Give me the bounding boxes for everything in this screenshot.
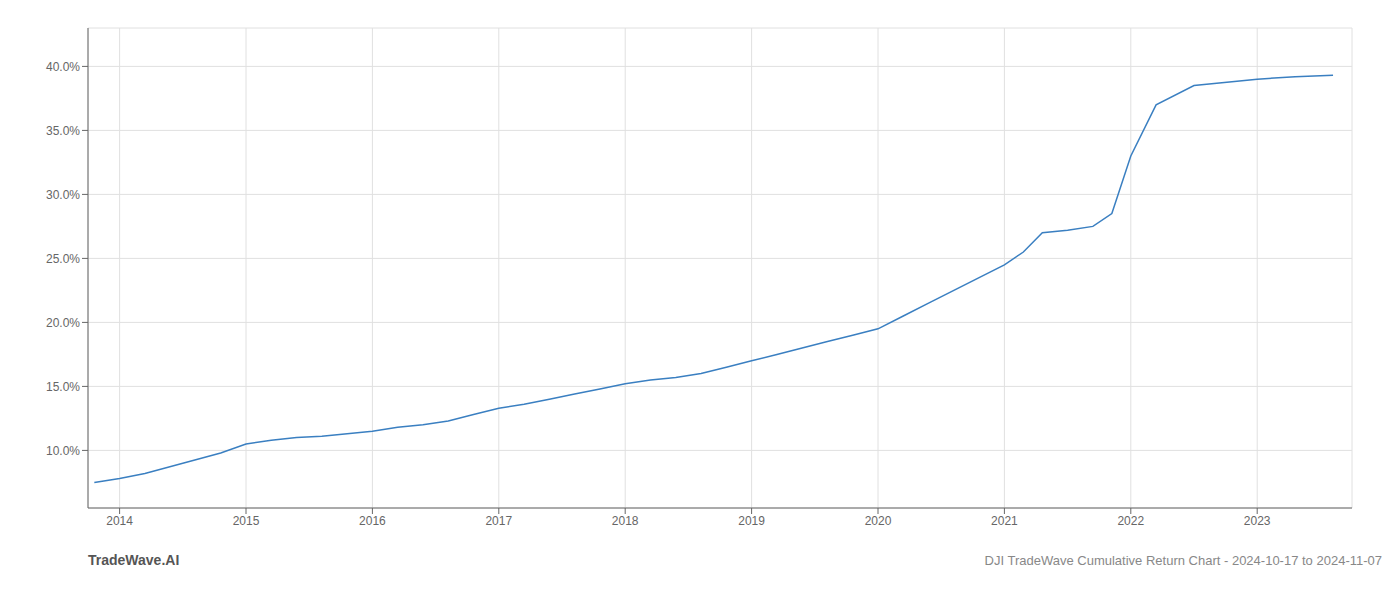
svg-text:20.0%: 20.0%: [46, 316, 80, 330]
svg-text:2016: 2016: [359, 514, 386, 528]
svg-text:2021: 2021: [991, 514, 1018, 528]
svg-text:2020: 2020: [865, 514, 892, 528]
svg-text:25.0%: 25.0%: [46, 252, 80, 266]
svg-text:15.0%: 15.0%: [46, 380, 80, 394]
svg-text:2018: 2018: [612, 514, 639, 528]
svg-text:2014: 2014: [106, 514, 133, 528]
svg-text:30.0%: 30.0%: [46, 188, 80, 202]
svg-text:10.0%: 10.0%: [46, 444, 80, 458]
svg-text:35.0%: 35.0%: [46, 124, 80, 138]
svg-text:2017: 2017: [485, 514, 512, 528]
svg-text:2019: 2019: [738, 514, 765, 528]
html-text:DJI TradeWave Cumulative Retur: DJI TradeWave Cumulative Return Chart - …: [984, 553, 1382, 568]
svg-text:2022: 2022: [1117, 514, 1144, 528]
svg-text:40.0%: 40.0%: [46, 60, 80, 74]
svg-text:2015: 2015: [233, 514, 260, 528]
svg-text:2023: 2023: [1244, 514, 1271, 528]
html-text:TradeWave.AI: TradeWave.AI: [88, 552, 180, 568]
